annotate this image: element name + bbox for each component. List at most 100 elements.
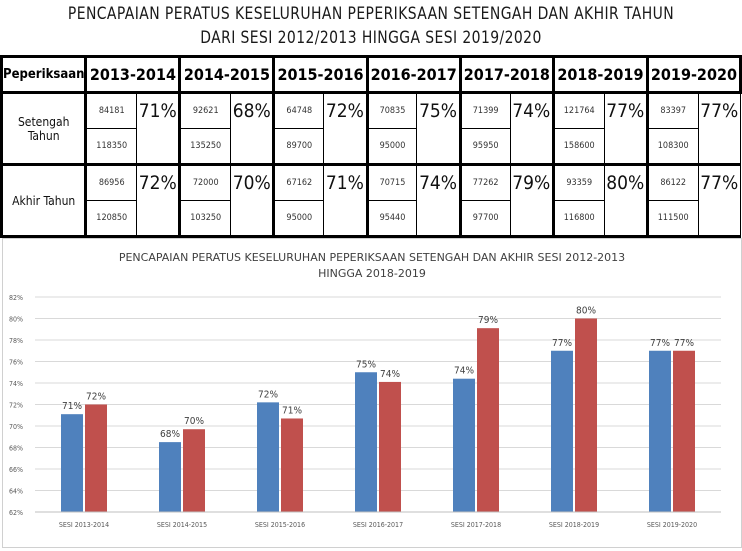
y-tick-label: 62%: [9, 509, 23, 517]
data-label: 77%: [674, 338, 694, 349]
data-label: 74%: [380, 369, 400, 380]
chart-title: PENCAPAIAN PERATUS KESELURUHAN PEPERIKSA…: [119, 251, 625, 264]
percentage: 77%: [697, 92, 742, 166]
marks-total: 116800: [551, 200, 605, 238]
y-tick-label: 76%: [9, 359, 23, 367]
data-label: 71%: [282, 405, 302, 416]
percentage: 77%: [603, 92, 648, 166]
y-tick-label: 70%: [9, 423, 23, 431]
marks-obtained: 86122: [645, 164, 699, 201]
percentage: 71%: [323, 164, 368, 238]
y-tick-label: 66%: [9, 466, 23, 474]
y-tick-label: 82%: [9, 294, 23, 302]
results-table: Peperiksaan 2013-2014 2014-2015 2015-2016 20…: [0, 55, 742, 238]
header-year: 2017-2018: [458, 55, 555, 94]
data-label: 72%: [86, 392, 106, 403]
marks-total: 120850: [84, 200, 138, 238]
chart: PENCAPAIAN PERATUS KESELURUHAN PEPERIKSA…: [2, 238, 742, 548]
marks-obtained: 72000: [178, 164, 232, 201]
data-label: 71%: [62, 401, 82, 412]
bar-akhir: [477, 328, 499, 512]
marks-obtained: 86956: [84, 164, 138, 201]
data-label: 74%: [454, 366, 474, 377]
data-label: 72%: [258, 389, 278, 400]
bar-setengah: [159, 442, 181, 512]
bar-setengah: [355, 372, 377, 512]
bar-akhir: [379, 381, 401, 512]
marks-obtained: 83397: [645, 92, 699, 129]
data-label: 77%: [552, 338, 572, 349]
x-tick-label: SESI 2019-2020: [647, 521, 697, 529]
marks-total: 135250: [178, 128, 232, 166]
data-label: 75%: [356, 359, 376, 370]
data-label: 70%: [184, 416, 204, 427]
percentage: 71%: [136, 92, 181, 166]
marks-obtained: 93359: [551, 164, 605, 201]
marks-total: 103250: [178, 200, 232, 238]
header-year: 2019-2020: [645, 55, 742, 94]
marks-total: 89700: [272, 128, 325, 166]
row-label: Akhir Tahun: [0, 164, 88, 238]
bar-setengah: [649, 350, 671, 512]
marks-total: 158600: [551, 128, 605, 166]
percentage: 74%: [509, 92, 554, 166]
marks-obtained: 121764: [551, 92, 605, 129]
bar-setengah: [257, 402, 279, 512]
percentage: 77%: [697, 164, 742, 238]
bar-akhir: [673, 350, 695, 512]
marks-total: 118350: [84, 128, 138, 166]
header-year: 2016-2017: [365, 55, 462, 94]
page-title-line2: DARI SESI 2012/2013 HINGGA SESI 2019/202…: [200, 28, 542, 48]
data-label: 79%: [478, 315, 498, 326]
chart-title-line2: HINGGA 2018-2019: [318, 267, 426, 280]
marks-obtained: 64748: [272, 92, 325, 129]
header-peperiksaan: Peperiksaan: [0, 55, 88, 94]
page-title-line1: PENCAPAIAN PERATUS KESELURUHAN PEPERIKSA…: [67, 4, 675, 24]
percentage: 80%: [603, 164, 648, 238]
marks-obtained: 84181: [84, 92, 138, 129]
bar-akhir: [85, 404, 107, 512]
percentage: 74%: [416, 164, 461, 238]
bar-akhir: [281, 418, 303, 512]
x-tick-label: SESI 2017-2018: [451, 521, 501, 529]
marks-obtained: 67162: [272, 164, 325, 201]
row-label: Setengah Tahun: [0, 92, 88, 166]
percentage: 72%: [323, 92, 368, 166]
percentage: 68%: [230, 92, 275, 166]
header-year: 2013-2014: [84, 55, 182, 94]
marks-obtained: 71399: [458, 92, 511, 129]
bar-akhir: [183, 429, 205, 512]
data-label: 68%: [160, 429, 180, 440]
data-label: 80%: [576, 306, 596, 317]
x-tick-label: SESI 2014-2015: [157, 521, 207, 529]
x-tick-label: SESI 2015-2016: [255, 521, 305, 529]
marks-obtained: 92621: [178, 92, 232, 129]
data-label: 77%: [650, 338, 670, 349]
marks-total: 97700: [458, 200, 511, 238]
y-tick-label: 72%: [9, 402, 23, 410]
y-tick-label: 74%: [9, 380, 23, 388]
header-year: 2015-2016: [272, 55, 369, 94]
x-tick-label: SESI 2018-2019: [549, 521, 599, 529]
marks-obtained: 70835: [365, 92, 418, 129]
marks-obtained: 70715: [365, 164, 418, 201]
header-year: 2018-2019: [551, 55, 649, 94]
y-tick-label: 78%: [9, 337, 23, 345]
chart-svg: PENCAPAIAN PERATUS KESELURUHAN PEPERIKSA…: [9, 251, 721, 529]
x-tick-label: SESI 2013-2014: [59, 521, 109, 529]
y-tick-label: 80%: [9, 316, 23, 324]
percentage: 70%: [230, 164, 275, 238]
marks-obtained: 77262: [458, 164, 511, 201]
bar-setengah: [61, 414, 83, 512]
marks-total: 95000: [365, 128, 418, 166]
percentage: 72%: [136, 164, 181, 238]
y-tick-label: 64%: [9, 488, 23, 496]
bar-setengah: [453, 378, 475, 512]
marks-total: 108300: [645, 128, 699, 166]
marks-total: 111500: [645, 200, 699, 238]
x-tick-label: SESI 2016-2017: [353, 521, 403, 529]
header-year: 2014-2015: [178, 55, 276, 94]
percentage: 79%: [509, 164, 554, 238]
percentage: 75%: [416, 92, 461, 166]
marks-total: 95950: [458, 128, 511, 166]
